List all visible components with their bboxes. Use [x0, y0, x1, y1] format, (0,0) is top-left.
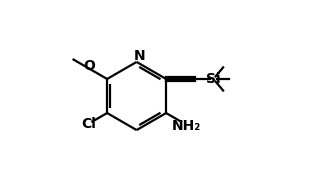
Text: O: O — [83, 59, 95, 73]
Text: Si: Si — [206, 72, 221, 86]
Text: Cl: Cl — [81, 117, 96, 131]
Text: NH₂: NH₂ — [171, 119, 201, 133]
Text: N: N — [133, 49, 145, 63]
